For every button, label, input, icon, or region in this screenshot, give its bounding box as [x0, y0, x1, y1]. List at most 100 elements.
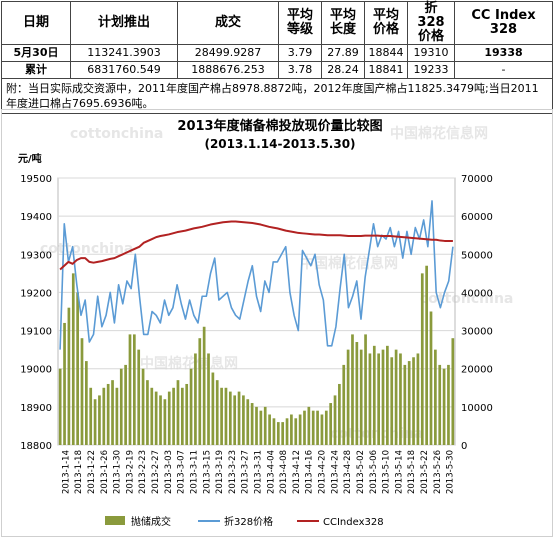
- x-tick-label: 2013-4-28: [343, 450, 353, 494]
- right-tick-label: 30000: [461, 327, 493, 338]
- cell-p328: 19310: [407, 44, 455, 62]
- plot-area: 19500 19400 19300 19200 19100 19000 18900 18800…: [20, 174, 493, 494]
- x-tick-label: 2013-1-30: [113, 450, 123, 494]
- header-cc-text: CC Index 328: [471, 8, 536, 37]
- volume-bar: [333, 395, 337, 445]
- header-cc: CC Index 328: [454, 1, 553, 45]
- volume-bar: [194, 353, 197, 445]
- x-tick-label: 2013-1-14: [61, 450, 71, 494]
- x-tick-label: 2013-5-06: [369, 450, 379, 494]
- cell-date: 累计: [1, 61, 71, 79]
- cell-cc: -: [454, 61, 553, 79]
- table-header-row: 日期 计划推出 成交 平均 等级 平均 长度 平均 价格 折328 价格 CC …: [1, 1, 553, 45]
- volume-bar: [185, 383, 189, 445]
- volume-bar: [85, 361, 88, 445]
- x-tick-label: 2013-1-18: [74, 450, 84, 494]
- legend-label: 折328价格: [224, 515, 273, 528]
- cell-p328: 19233: [407, 61, 455, 79]
- x-tick-label: 2013-4-12: [292, 450, 302, 494]
- volume-bar: [102, 387, 106, 445]
- x-tick-label: 2013-5-18: [407, 450, 417, 494]
- volume-bar: [429, 311, 433, 445]
- x-tick-label: 2013-2-23: [138, 450, 148, 494]
- volume-bar: [447, 364, 450, 445]
- volume-bar: [355, 342, 359, 445]
- volume-bar: [438, 364, 442, 445]
- volume-bar: [255, 406, 258, 445]
- chart-canvas: cottonchina 中国棉花信息网cottonchina中国棉花信息网cott…: [18, 118, 513, 528]
- x-tick-label: 2013-3-03: [164, 450, 174, 494]
- volume-bar: [106, 383, 110, 445]
- right-tick-label: 60000: [461, 212, 493, 223]
- volume-bar: [294, 418, 298, 445]
- table-row: 累计 6831760.549 1888676.253 3.78 28.24 18…: [1, 61, 553, 79]
- volume-bar: [67, 307, 71, 445]
- volume-bar: [220, 387, 223, 445]
- volume-bar: [351, 334, 354, 445]
- cell-deal: 1888676.253: [177, 61, 279, 79]
- right-tick-label: 50000: [461, 250, 493, 261]
- cell-length: 27.89: [321, 44, 365, 62]
- right-tick-label: 70000: [461, 174, 493, 185]
- watermark-layer: cottonchina 中国棉花信息网cottonchina中国棉花信息网cott…: [40, 125, 513, 442]
- x-tick-label: 2013-3-19: [215, 450, 225, 494]
- cell-deal: 28499.9287: [177, 44, 279, 62]
- header-date: 日期: [1, 1, 71, 45]
- volume-bar: [150, 387, 154, 445]
- volume-bar: [359, 349, 363, 445]
- volume-bar: [403, 364, 407, 445]
- table-row: 5月30日 113241.3903 28499.9287 3.79 27.89 …: [1, 44, 553, 62]
- chart-frame: [1, 109, 553, 537]
- header-plan: 计划推出: [70, 1, 178, 45]
- volume-bar: [159, 395, 162, 445]
- x-tick-label: 2013-2-27: [151, 450, 161, 494]
- volume-bar: [211, 372, 215, 445]
- x-tick-label: 2013-1-26: [100, 450, 110, 494]
- volume-bar: [202, 326, 206, 445]
- stats-table: 日期 计划推出 成交 平均 等级 平均 长度 平均 价格 折328 价格 CC …: [1, 1, 553, 114]
- volume-bar: [407, 361, 411, 445]
- volume-bar: [180, 387, 184, 445]
- volume-bar: [412, 357, 415, 445]
- volume-bar: [163, 399, 167, 445]
- volume-bar: [416, 353, 420, 445]
- volume-bar: [420, 273, 424, 445]
- header-p328-text: 折328 价格: [417, 1, 445, 44]
- right-tick-label: 0: [461, 441, 467, 452]
- volume-bar: [298, 414, 302, 445]
- volume-bar: [76, 292, 79, 445]
- x-tick-label: 2013-4-20: [318, 450, 328, 494]
- volume-bar: [128, 334, 132, 445]
- volume-bar: [342, 364, 346, 445]
- volume-bar: [124, 364, 127, 445]
- cell-date: 5月30日: [1, 44, 71, 62]
- volume-bar: [320, 414, 324, 445]
- volume-bar: [224, 387, 228, 445]
- watermark-text: 中国棉花信息网: [300, 255, 398, 272]
- volume-bar: [425, 265, 428, 445]
- cc-index-line: [59, 220, 453, 271]
- header-grade-text: 平均 等级: [286, 8, 313, 37]
- table-note-row: 附：当日实际成交资源中，2011年度国产棉占8978.8872吨，2012年度国…: [1, 78, 553, 114]
- volume-bar: [285, 418, 289, 445]
- volume-bar: [329, 403, 333, 445]
- right-tick-label: 10000: [461, 403, 493, 414]
- volume-bar: [268, 414, 271, 445]
- cell-length: 28.24: [321, 61, 365, 79]
- header-length-text: 平均 长度: [329, 8, 356, 37]
- cell-plan: 113241.3903: [70, 44, 178, 62]
- volume-bar: [215, 380, 219, 445]
- left-tick-label: 18800: [20, 441, 52, 452]
- y-axis-unit-label: 元/吨: [18, 152, 42, 165]
- left-tick-label: 19100: [20, 327, 52, 338]
- cell-grade: 3.78: [278, 61, 322, 79]
- volume-bar: [311, 410, 315, 445]
- volume-bar: [111, 380, 114, 445]
- x-tick-label: 2013-4-24: [330, 450, 340, 494]
- header-price: 平均 价格: [364, 1, 408, 45]
- volume-bar: [250, 403, 254, 445]
- volume-bar: [246, 399, 250, 445]
- watermark-text: 中国棉花信息网: [390, 125, 488, 142]
- x-tick-label: 2013-3-07: [177, 450, 187, 494]
- right-tick-label: 40000: [461, 288, 493, 299]
